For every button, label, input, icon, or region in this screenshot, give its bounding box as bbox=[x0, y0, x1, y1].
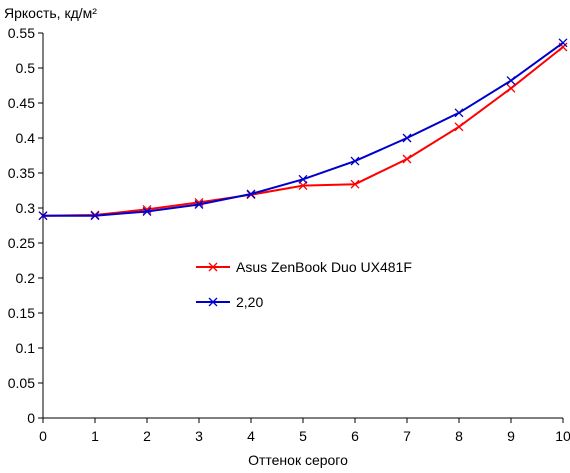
y-tick-label-10: 0.5 bbox=[16, 60, 36, 76]
series-1-point-6 bbox=[350, 156, 360, 166]
x-tick-label-10: 10 bbox=[555, 428, 570, 444]
axes bbox=[42, 33, 563, 419]
series-0-point-8 bbox=[454, 122, 464, 132]
series-1-point-0 bbox=[38, 211, 48, 221]
x-tick-label-9: 9 bbox=[507, 428, 515, 444]
series-1-point-2 bbox=[142, 207, 152, 216]
series-line-1 bbox=[43, 41, 564, 217]
x-tick-label-1: 1 bbox=[91, 428, 99, 444]
y-tick-label-3: 0.15 bbox=[8, 305, 35, 321]
x-tick-label-3: 3 bbox=[195, 428, 203, 444]
x-tick-label-6: 6 bbox=[351, 428, 359, 444]
x-axis-label: Оттенок серого bbox=[248, 452, 348, 468]
x-ticks: 0 1 2 3 4 5 6 7 8 9 10 bbox=[39, 418, 570, 444]
y-ticks: 0 0.05 0.1 0.15 0.2 0.25 0.3 0.35 0.4 0.45 0.5 0.55 bbox=[8, 25, 43, 426]
series-0-point-7 bbox=[402, 154, 412, 164]
series-1 bbox=[38, 38, 568, 221]
y-tick-label-6: 0.3 bbox=[16, 200, 36, 216]
series-1-point-5 bbox=[298, 174, 308, 184]
series-1-point-9 bbox=[506, 76, 516, 86]
series-1-point-1 bbox=[90, 211, 100, 221]
legend-label-0: Asus ZenBook Duo UX481F bbox=[236, 259, 412, 275]
x-tick-label-4: 4 bbox=[247, 428, 255, 444]
legend-marker-1 bbox=[208, 297, 218, 307]
y-tick-label-2: 0.1 bbox=[16, 340, 36, 356]
series-0-point-5 bbox=[298, 181, 308, 191]
y-tick-label-11: 0.55 bbox=[8, 25, 35, 41]
series-1-point-8 bbox=[454, 108, 464, 118]
series-0-point-6 bbox=[350, 179, 360, 189]
series-0-point-9 bbox=[506, 83, 516, 93]
series-1-point-7 bbox=[402, 133, 412, 143]
series-line-0 bbox=[42, 46, 564, 217]
y-tick-label-9: 0.45 bbox=[8, 95, 35, 111]
y-axis-label: Яркость, кд/м² bbox=[4, 5, 97, 21]
x-tick-label-5: 5 bbox=[299, 428, 307, 444]
legend-label-1: 2,20 bbox=[236, 294, 263, 310]
x-tick-label-8: 8 bbox=[455, 428, 463, 444]
y-tick-label-4: 0.2 bbox=[16, 270, 36, 286]
series-1-point-3 bbox=[194, 200, 204, 209]
y-tick-label-0: 0 bbox=[27, 410, 35, 426]
y-tick-label-1: 0.05 bbox=[8, 375, 35, 391]
legend: Asus ZenBook Duo UX481F 2,20 bbox=[196, 259, 412, 310]
y-tick-label-5: 0.25 bbox=[8, 235, 35, 251]
y-tick-label-7: 0.35 bbox=[8, 165, 35, 181]
y-tick-label-8: 0.4 bbox=[16, 130, 36, 146]
x-tick-label-7: 7 bbox=[403, 428, 411, 444]
series-0 bbox=[38, 42, 568, 221]
series-1-point-10 bbox=[558, 38, 568, 48]
series-1-point-4 bbox=[246, 189, 256, 199]
series-layer bbox=[38, 38, 568, 221]
x-tick-label-2: 2 bbox=[143, 428, 151, 444]
x-tick-label-0: 0 bbox=[39, 428, 47, 444]
legend-marker-0 bbox=[208, 262, 218, 272]
